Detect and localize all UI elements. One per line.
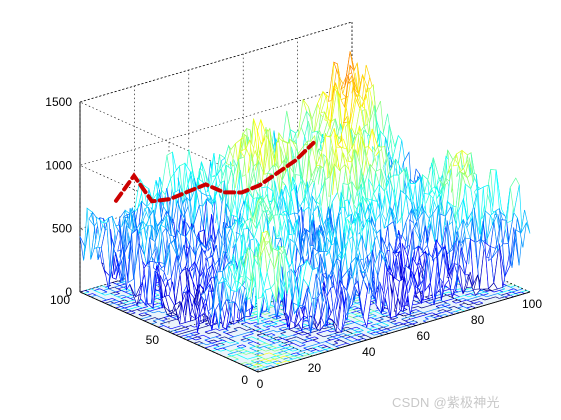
x-tick-label: 100 [522, 297, 542, 311]
highlight-path [114, 140, 316, 204]
y-tick-label: 100 [50, 293, 70, 307]
x-tick-label: 80 [471, 313, 485, 327]
x-tick-label: 0 [257, 377, 264, 391]
x-tick-label: 40 [362, 345, 376, 359]
surface-mesh [79, 51, 531, 334]
y-tick-label: 0 [241, 373, 248, 387]
x-tick-label: 20 [308, 361, 322, 375]
y-tick-label: 50 [146, 333, 160, 347]
z-tick-label: 1500 [45, 95, 72, 109]
x-tick-label: 60 [417, 329, 431, 343]
z-tick-label: 1000 [45, 158, 72, 172]
z-tick-label: 500 [52, 222, 72, 236]
watermark: CSDN @紫极神光 [392, 395, 500, 410]
z-tick-label: 0 [65, 285, 72, 299]
